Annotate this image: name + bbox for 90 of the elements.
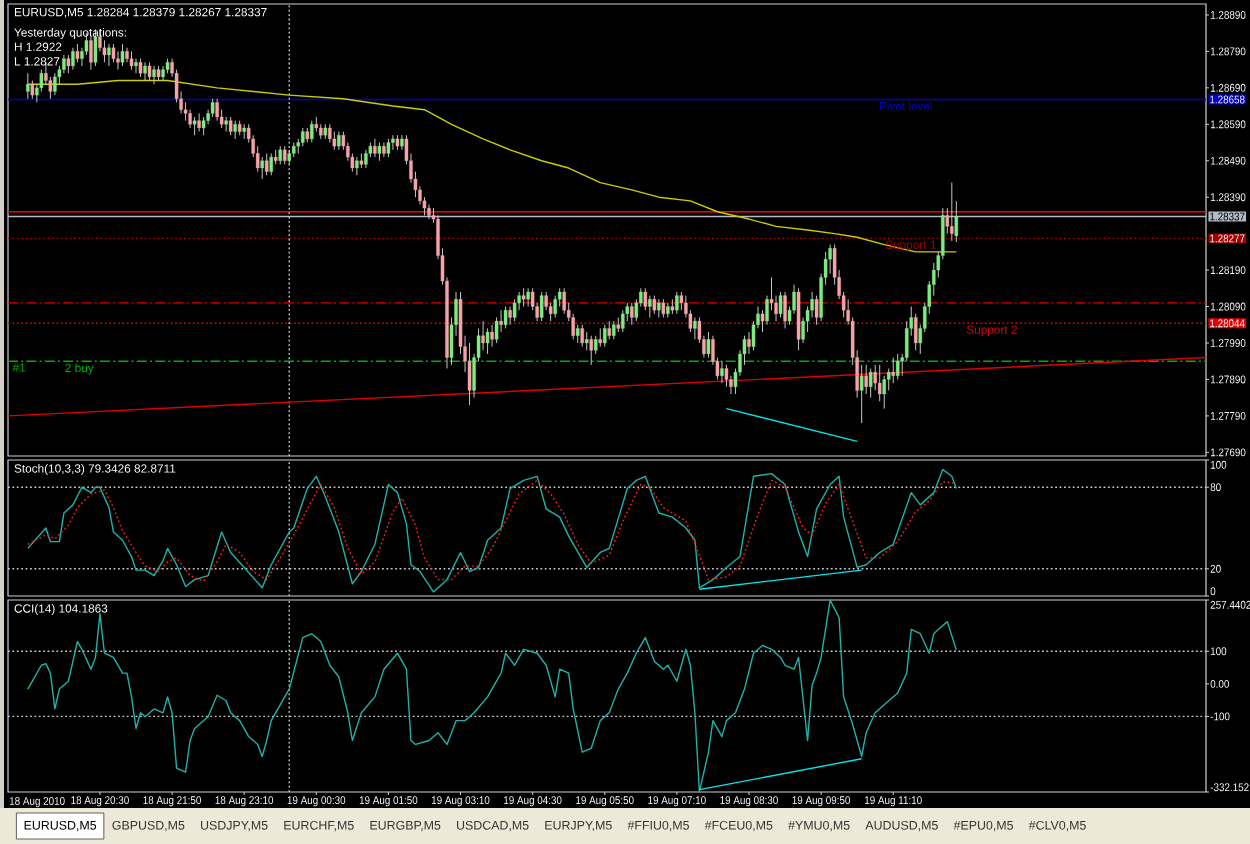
line-series xyxy=(27,79,958,253)
candlestick xyxy=(125,47,129,63)
candlestick xyxy=(512,298,517,322)
candlestick xyxy=(143,61,147,81)
candlestick xyxy=(197,112,201,133)
candlestick xyxy=(30,80,35,100)
candlestick xyxy=(598,327,602,348)
candlestick xyxy=(427,204,431,220)
candlestick xyxy=(877,364,882,402)
candlestick xyxy=(364,149,368,169)
candlestick xyxy=(377,142,382,162)
candlestick xyxy=(282,145,287,165)
candlestick xyxy=(467,342,472,406)
candlestick xyxy=(66,54,71,74)
candlestick xyxy=(580,324,584,348)
candlestick xyxy=(526,287,530,307)
candlestick xyxy=(706,331,711,359)
candlestick xyxy=(107,43,111,67)
candlestick xyxy=(382,142,386,158)
candlestick xyxy=(355,156,359,176)
candlestick xyxy=(914,313,918,351)
candlestick xyxy=(26,72,30,100)
candlestick xyxy=(679,291,684,311)
candlestick xyxy=(301,127,305,147)
candlestick xyxy=(138,58,143,78)
candlestick xyxy=(152,65,156,85)
candlestick xyxy=(895,353,900,380)
candlestick xyxy=(134,58,138,74)
candlestick xyxy=(269,153,273,176)
candlestick xyxy=(661,298,666,318)
candlestick xyxy=(120,43,125,67)
candlestick xyxy=(648,295,652,318)
candlestick xyxy=(201,116,206,136)
candlestick xyxy=(89,36,93,71)
candlestick xyxy=(657,298,661,318)
candlestick xyxy=(391,134,395,151)
candlestick xyxy=(310,120,314,143)
candlestick xyxy=(490,324,494,348)
candlestick xyxy=(337,131,341,151)
candlestick xyxy=(603,324,607,348)
candlestick xyxy=(233,120,237,140)
candlestick xyxy=(666,302,670,318)
candlestick xyxy=(53,72,57,96)
candlestick xyxy=(783,291,787,329)
candlestick xyxy=(539,291,544,322)
candlestick xyxy=(724,364,729,388)
candlestick xyxy=(643,287,648,311)
candlestick xyxy=(161,65,165,81)
candlestick xyxy=(675,291,679,315)
candlestick xyxy=(630,302,634,326)
candlestick xyxy=(494,317,499,344)
candlestick xyxy=(228,116,233,136)
candlestick xyxy=(521,287,526,307)
candlestick xyxy=(607,320,612,340)
candlestick xyxy=(553,295,557,318)
candlestick xyxy=(508,306,512,326)
candlestick xyxy=(891,357,895,384)
candlestick xyxy=(278,145,282,165)
candlestick xyxy=(562,287,566,315)
candlestick xyxy=(612,320,616,340)
line-series xyxy=(27,479,958,582)
candlestick xyxy=(652,295,657,315)
candlestick xyxy=(503,306,508,329)
candlestick xyxy=(210,98,215,118)
candlestick xyxy=(332,131,337,151)
candlestick xyxy=(950,182,954,242)
candlestick xyxy=(485,327,490,355)
candlestick xyxy=(796,287,801,351)
candlestick xyxy=(868,368,873,399)
candlestick xyxy=(116,50,120,71)
candlestick xyxy=(129,50,134,71)
candlestick xyxy=(71,47,75,71)
candlestick xyxy=(864,364,868,395)
candlestick xyxy=(215,98,219,122)
candlestick xyxy=(147,61,152,81)
candlestick xyxy=(720,360,724,384)
candlestick xyxy=(373,138,377,158)
candlestick xyxy=(260,156,264,180)
candlestick xyxy=(224,116,228,133)
candlestick xyxy=(621,309,625,333)
candlestick xyxy=(264,153,269,176)
candlestick xyxy=(192,116,197,136)
candlestick xyxy=(328,123,332,143)
candlestick xyxy=(386,138,391,158)
candlestick xyxy=(188,109,192,129)
candlestick xyxy=(589,335,593,366)
candlestick xyxy=(111,43,116,63)
candlestick xyxy=(75,43,80,63)
candlestick xyxy=(693,317,697,340)
candlestick xyxy=(584,331,589,351)
